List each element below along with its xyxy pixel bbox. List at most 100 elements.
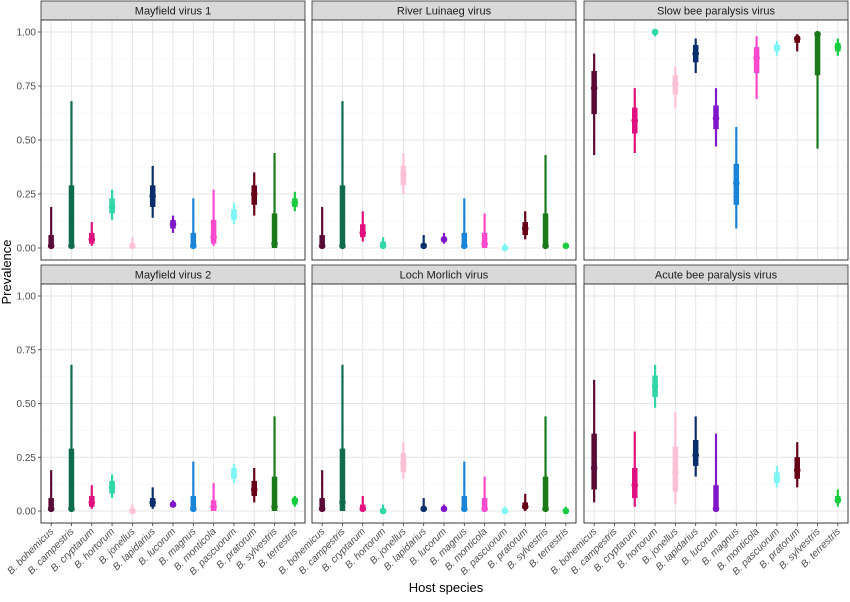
plot-border (311, 19, 577, 261)
estimate-b-lucorum (712, 88, 720, 147)
point-estimate (562, 507, 570, 515)
point-estimate (291, 496, 299, 504)
estimate-b-jonellus (129, 504, 136, 515)
point-estimate (834, 496, 842, 504)
estimate-b-cryptarum (631, 431, 639, 507)
point-estimate (521, 503, 529, 511)
estimate-b-hortorum (379, 237, 387, 250)
estimate-b-lucorum (712, 433, 720, 513)
point-estimate (651, 28, 659, 36)
estimate-b-cryptarum (88, 222, 96, 246)
estimate-b-magnus (190, 461, 197, 513)
y-tick-label: 0.50 (17, 136, 37, 147)
point-estimate (230, 212, 238, 219)
point-estimate (68, 505, 75, 513)
point-estimate (379, 507, 387, 515)
point-estimate (420, 242, 427, 250)
estimate-b-jonellus (400, 152, 407, 194)
estimate-b-lapidarius (149, 487, 156, 509)
point-estimate (672, 80, 679, 88)
estimate-b-magnus (461, 198, 468, 250)
point-estimate (108, 484, 116, 491)
point-estimate (88, 499, 96, 506)
facet-panel: River Luinaeg virus (311, 0, 577, 261)
estimate-b-terrestris (562, 242, 570, 250)
estimate-b-magnus (733, 127, 740, 229)
point-estimate (793, 466, 801, 474)
estimate-b-hortorum (651, 364, 659, 408)
point-estimate (590, 84, 598, 92)
estimate-b-lucorum (169, 215, 177, 233)
point-estimate (562, 242, 570, 250)
y-tick-label: 0.25 (17, 190, 37, 201)
estimate-b-campestris (339, 101, 346, 250)
point-estimate (359, 505, 367, 513)
point-estimate (400, 171, 407, 178)
point-estimate (461, 242, 468, 250)
y-tick-label: 0.75 (17, 345, 37, 356)
point-estimate (190, 505, 197, 513)
point-estimate (420, 505, 427, 513)
estimate-b-pratorum (521, 493, 529, 511)
point-estimate (773, 43, 781, 51)
estimate-b-pascuorum (230, 463, 238, 484)
point-estimate (68, 242, 75, 250)
estimate-b-bohemicus (318, 470, 326, 513)
point-estimate (631, 117, 639, 124)
estimate-b-lucorum (440, 504, 448, 513)
point-estimate (773, 475, 781, 483)
point-estimate (250, 190, 258, 198)
facet-title: River Luinaeg virus (397, 6, 492, 18)
estimate-b-monticola (481, 476, 488, 513)
estimate-b-magnus (190, 198, 197, 250)
estimate-b-sylvestris (542, 155, 549, 250)
point-estimate (672, 469, 679, 476)
estimate-b-lapidarius (692, 38, 699, 74)
estimate-b-monticola (753, 36, 760, 99)
estimate-b-pratorum (250, 468, 258, 503)
point-estimate (149, 499, 156, 506)
estimate-b-bohemicus (590, 53, 598, 156)
estimate-b-bohemicus (318, 206, 326, 250)
point-estimate (169, 501, 177, 508)
estimate-b-sylvestris (271, 152, 278, 248)
point-estimate (481, 505, 488, 513)
estimate-b-lucorum (169, 500, 177, 508)
estimate-b-lapidarius (149, 165, 156, 218)
estimate-b-bohemicus (590, 379, 598, 503)
estimate-b-sylvestris (814, 30, 821, 149)
estimate-b-hortorum (108, 474, 116, 499)
estimate-b-cryptarum (359, 211, 367, 242)
estimate-b-cryptarum (631, 88, 639, 153)
estimate-b-pratorum (521, 211, 529, 240)
point-estimate (129, 507, 136, 515)
estimate-b-pascuorum (773, 40, 781, 56)
estimate-b-lucorum (440, 232, 448, 244)
facet-title: Mayfield virus 1 (135, 6, 211, 18)
estimate-b-terrestris (834, 489, 842, 507)
estimate-b-pascuorum (230, 202, 238, 225)
point-estimate (814, 30, 821, 38)
estimate-b-sylvestris (271, 416, 278, 511)
point-estimate (88, 236, 96, 243)
point-estimate (733, 179, 740, 187)
point-estimate (712, 505, 720, 513)
y-tick-label: 0.00 (17, 244, 37, 255)
estimate-b-campestris (339, 364, 346, 511)
point-estimate (291, 199, 299, 206)
point-estimate (47, 242, 55, 250)
facet-panel: Mayfield virus 1 0.00 0.25 0.50 0.75 1.00 (17, 0, 306, 261)
y-axis-title: Prevalence (0, 239, 14, 304)
point-estimate (501, 244, 509, 252)
estimate-b-pascuorum (773, 465, 781, 488)
estimate-b-hortorum (651, 28, 659, 37)
plot-border (583, 19, 849, 261)
estimate-b-pascuorum (501, 506, 509, 515)
estimate-b-pascuorum (501, 243, 509, 252)
estimate-b-hortorum (379, 504, 387, 515)
estimate-b-jonellus (672, 412, 679, 505)
point-estimate (108, 203, 116, 211)
